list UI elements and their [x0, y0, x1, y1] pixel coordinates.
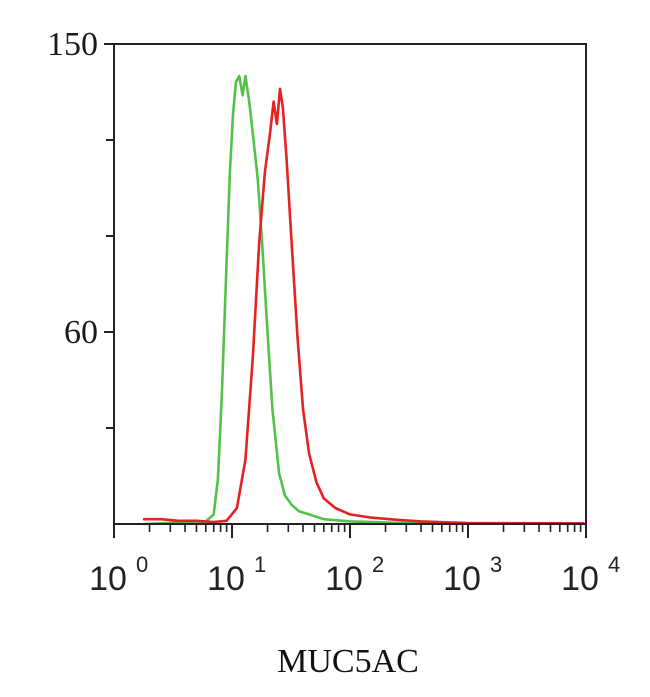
x-tick-exponent: 1	[254, 552, 266, 577]
x-tick-exponent: 0	[136, 552, 148, 577]
y-tick-label: 60	[64, 314, 98, 351]
series-line-1	[142, 74, 585, 526]
x-tick-exponent: 2	[372, 552, 384, 577]
x-tick-label: 10	[89, 560, 127, 598]
plot-frame	[113, 43, 587, 525]
x-tick-exponent: 4	[608, 552, 620, 577]
series-layer	[142, 74, 585, 526]
x-tick-label: 10	[325, 560, 363, 598]
x-tick-exponent: 3	[490, 552, 502, 577]
x-tick-label: 10	[443, 560, 481, 598]
series-line-2	[142, 87, 585, 525]
x-tick-label: 10	[561, 560, 599, 598]
x-tick-label: 10	[207, 560, 245, 598]
y-tick-label: 150	[47, 26, 98, 63]
axis-layer: 150 60 10 0 10 1 10 2 10 3 10 4	[47, 26, 620, 598]
x-axis-label: MUC5AC	[277, 643, 419, 680]
